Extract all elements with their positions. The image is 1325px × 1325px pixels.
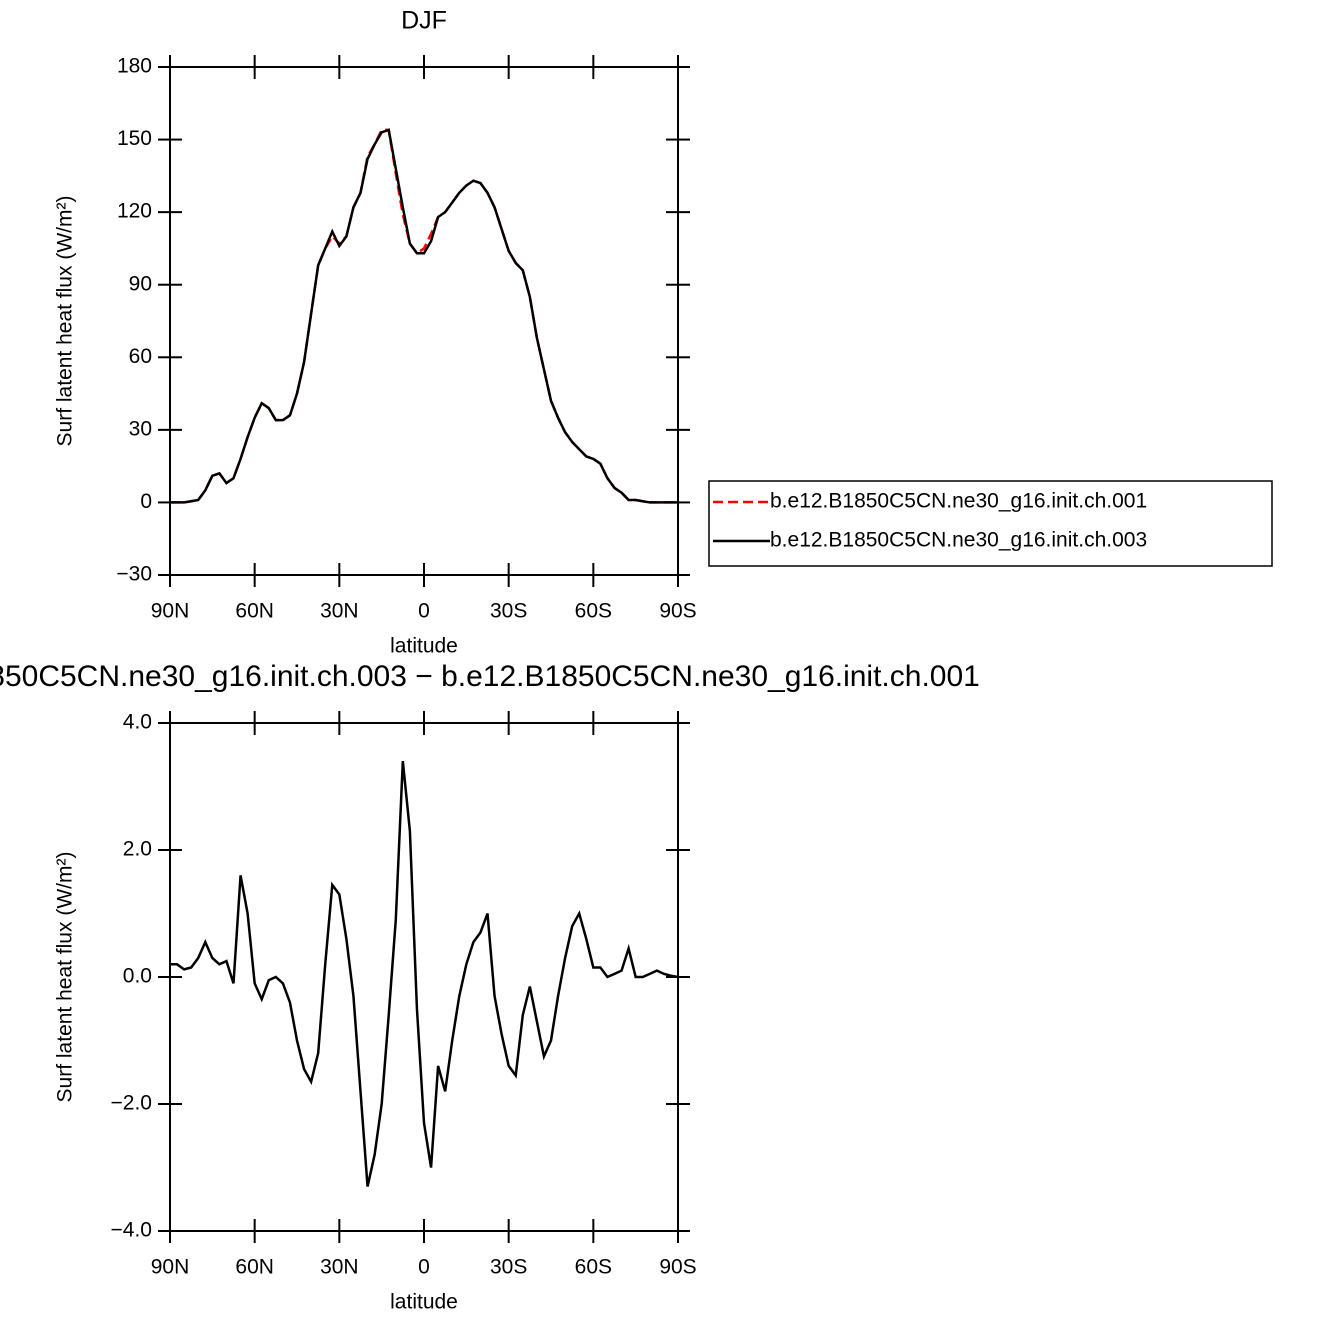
plot: DJF −30 0 30 60 90 120 150 180 90N 60N 30N 0 30S 60S 90… bbox=[54, 7, 1273, 658]
x-tick-label: 30N bbox=[320, 600, 359, 623]
x-tick-label: 90N bbox=[151, 1256, 190, 1279]
data-line bbox=[170, 128, 678, 504]
x-tick-label: 90S bbox=[659, 600, 696, 623]
data-line bbox=[170, 760, 679, 1187]
x-tick-label: 90N bbox=[151, 600, 190, 623]
x-tick-label: 30N bbox=[320, 1256, 359, 1279]
x-tick-label: 30S bbox=[490, 600, 527, 623]
y-tick-label: 30 bbox=[129, 417, 152, 440]
y-tick-label: 0 bbox=[140, 490, 152, 513]
legend-frame bbox=[708, 480, 1273, 567]
y-tick-label: 2.0 bbox=[123, 838, 152, 861]
plot-frame bbox=[169, 66, 679, 576]
y-tick-label: −30 bbox=[116, 563, 152, 586]
legend: b.e12.B1850C5CN.ne30_g16.init.ch.001 b.e1… bbox=[708, 480, 1273, 567]
y-axis-label: Surf latent heat flux (W/m²) bbox=[54, 852, 77, 1103]
x-tick-label: 60S bbox=[575, 1256, 612, 1279]
y-tick-label: 90 bbox=[129, 272, 152, 295]
plot: b.e12.B1850C5CN.ne30_g16.init.ch.003 − b… bbox=[0, 660, 980, 1314]
y-tick-label: −4.0 bbox=[111, 1219, 152, 1242]
x-tick-label: 60S bbox=[575, 600, 612, 623]
x-tick-label: 0 bbox=[418, 600, 430, 623]
legend-label: b.e12.B1850C5CN.ne30_g16.init.ch.003 bbox=[770, 529, 1147, 552]
y-axis-label: Surf latent heat flux (W/m²) bbox=[54, 196, 77, 447]
x-axis-label: latitude bbox=[390, 1291, 458, 1314]
legend-label: b.e12.B1850C5CN.ne30_g16.init.ch.001 bbox=[770, 490, 1147, 513]
x-tick-label: 60N bbox=[235, 600, 274, 623]
chart-title: DJF bbox=[401, 7, 447, 35]
y-tick-label: −2.0 bbox=[111, 1092, 152, 1115]
x-tick-label: 0 bbox=[418, 1256, 430, 1279]
y-tick-label: 60 bbox=[129, 345, 152, 368]
x-axis-label: latitude bbox=[390, 635, 458, 658]
x-tick-label: 30S bbox=[490, 1256, 527, 1279]
y-tick-label: 150 bbox=[117, 127, 152, 150]
y-tick-label: 180 bbox=[117, 55, 152, 78]
data-line bbox=[170, 128, 678, 504]
plot-frame bbox=[169, 722, 679, 1232]
x-tick-label: 90S bbox=[659, 1256, 696, 1279]
chart-title: b.e12.B1850C5CN.ne30_g16.init.ch.003 − b… bbox=[0, 660, 980, 693]
y-tick-label: 4.0 bbox=[123, 711, 152, 734]
x-tick-label: 60N bbox=[235, 1256, 274, 1279]
y-tick-label: 0.0 bbox=[123, 965, 152, 988]
y-tick-label: 120 bbox=[117, 200, 152, 223]
